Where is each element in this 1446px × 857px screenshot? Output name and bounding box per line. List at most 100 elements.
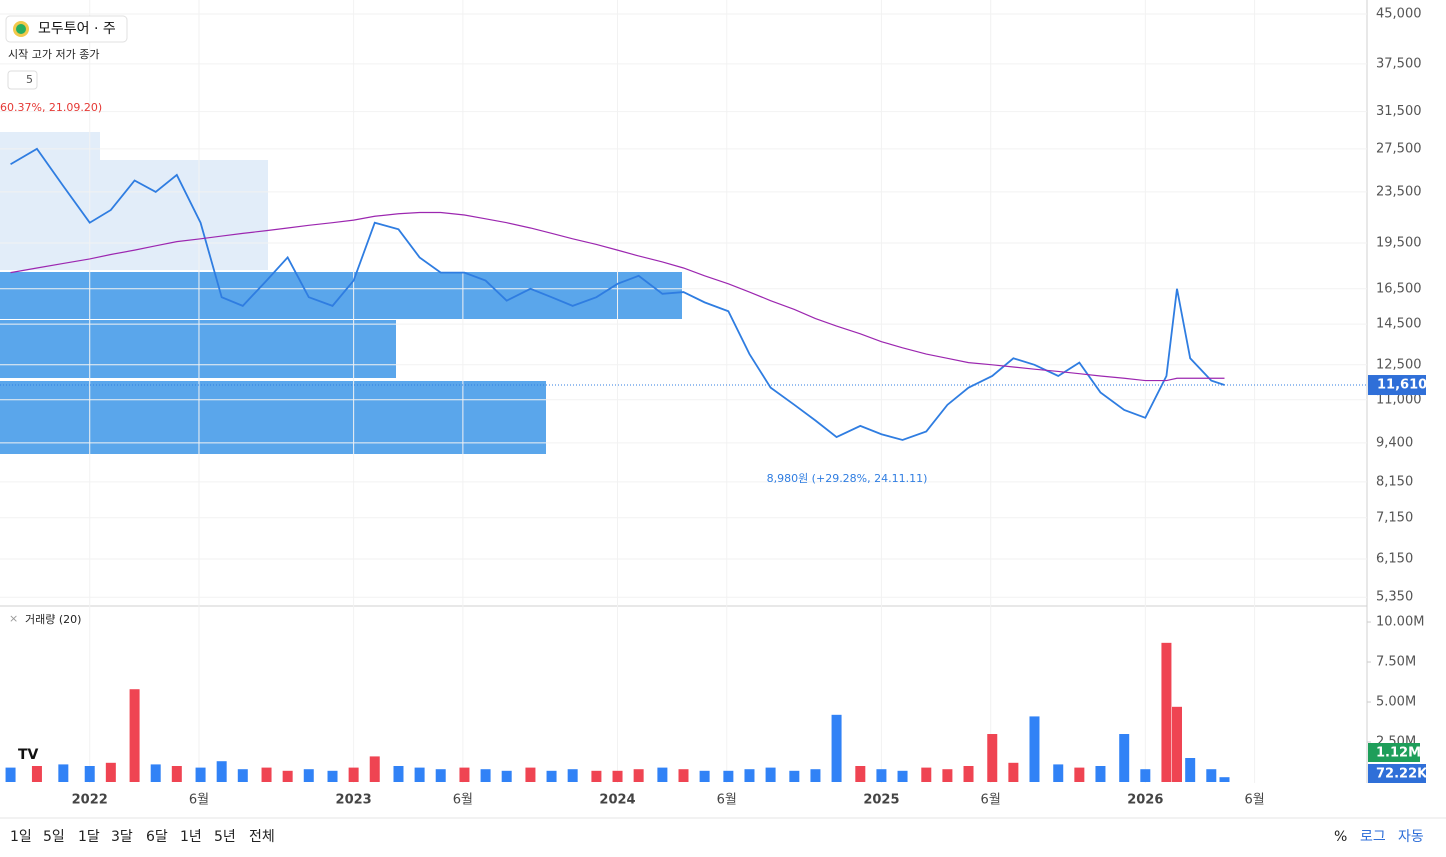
price-line: [10, 147, 1225, 441]
volume-legend: 거래량 (20): [25, 613, 81, 626]
volume-bar: [678, 769, 689, 782]
volume-profile: [0, 132, 100, 270]
range-button[interactable]: 1달: [78, 829, 100, 845]
volume-bar: [897, 770, 908, 782]
y-tick-label: 45,000: [1376, 6, 1422, 21]
volume-bar: [831, 714, 842, 782]
volume-bar: [855, 766, 866, 782]
y-tick-label: 14,500: [1376, 317, 1422, 332]
x-tick-label: 2023: [336, 793, 372, 808]
volume-bar: [303, 769, 314, 782]
volume-profile: [0, 320, 396, 378]
range-button[interactable]: 5년: [214, 829, 236, 845]
logo: [10, 744, 46, 766]
volume-bar: [699, 770, 710, 782]
volume-bar: [525, 767, 536, 782]
ohlc-legend: 시작 고가 저가 종가: [8, 48, 99, 61]
range-button[interactable]: 전체: [249, 829, 275, 845]
volume-bar: [1074, 767, 1085, 782]
volume-bar: [348, 767, 359, 782]
volume-bar: [31, 766, 42, 782]
collapse-button[interactable]: [7, 70, 38, 90]
y-tick-label: 5.00M: [1376, 695, 1416, 710]
volume-bar: [591, 770, 602, 782]
price-line: [10, 211, 1225, 382]
last-price-label: 11,610: [1377, 378, 1427, 393]
volume-bar: [1053, 764, 1064, 782]
last-volume-box: [1368, 764, 1426, 783]
range-button[interactable]: 5일: [43, 829, 65, 845]
volume-bar: [105, 762, 116, 782]
volume-profile: [100, 160, 268, 270]
x-tick-label: 2026: [1127, 793, 1163, 808]
y-tick-label: 37,500: [1376, 56, 1422, 71]
x-tick-label: 2025: [863, 793, 899, 808]
symbol-box[interactable]: [5, 15, 128, 43]
volume-ma-box: [1368, 743, 1420, 762]
volume-bar: [1008, 762, 1019, 782]
annotation: 60.37%, 21.09.20): [0, 101, 102, 114]
volume-bar: [216, 761, 227, 782]
volume-bar: [567, 769, 578, 782]
volume-bar: [1185, 758, 1196, 782]
range-button[interactable]: 1일: [10, 829, 32, 845]
y-tick-label: 5,350: [1376, 590, 1413, 605]
range-button[interactable]: 3달: [111, 829, 133, 845]
volume-bar: [744, 769, 755, 782]
volume-bar: [282, 770, 293, 782]
y-tick-label: 9,400: [1376, 435, 1413, 450]
toolbar: 1일 5일 1달 3달 6달 1년 5년 전체% 로그 자동: [10, 829, 1424, 845]
x-tick-label: 6월: [981, 793, 1001, 808]
volume-bar: [723, 770, 734, 782]
symbol-icon: [16, 24, 26, 34]
volume-bar: [237, 769, 248, 782]
volume-bar: [942, 769, 953, 782]
x-tick-label: 2024: [599, 793, 635, 808]
y-tick-label: 31,500: [1376, 104, 1422, 119]
volume-bar: [58, 764, 69, 782]
volume-bar: [546, 770, 557, 782]
collapse-count: 5: [26, 73, 33, 86]
volume-bar: [480, 769, 491, 782]
y-tick-label: 7.50M: [1376, 655, 1416, 670]
volume-bar: [1171, 706, 1182, 782]
option-button[interactable]: 로그: [1360, 829, 1386, 845]
volume-bar: [1029, 716, 1040, 782]
y-tick-label: 7,150: [1376, 510, 1413, 525]
volume-bar: [633, 769, 644, 782]
range-button[interactable]: 6달: [146, 829, 168, 845]
y-tick-label: 23,500: [1376, 184, 1422, 199]
y-tick-label: 27,500: [1376, 141, 1422, 156]
annotation: 8,980원 (+29.28%, 24.11.11): [767, 472, 928, 485]
volume-bar: [195, 767, 206, 782]
y-tick-label: 19,500: [1376, 236, 1422, 251]
volume-bar: [393, 766, 404, 782]
volume-bar: [1206, 769, 1217, 782]
volume-bar: [150, 764, 161, 782]
volume-bar: [876, 769, 887, 782]
range-button[interactable]: 1년: [180, 829, 202, 845]
volume-bar: [765, 767, 776, 782]
volume-bar: [612, 770, 623, 782]
close-icon[interactable]: ×: [9, 612, 18, 625]
volume-bar: [84, 766, 95, 782]
volume-ma-label: 1.12M: [1376, 746, 1421, 761]
option-button[interactable]: %: [1334, 829, 1347, 845]
volume-bar: [261, 767, 272, 782]
volume-bar: [1219, 777, 1230, 782]
volume-bar: [987, 734, 998, 782]
volume-bar: [171, 766, 182, 782]
symbol: 모두투어 · 주: [38, 21, 116, 37]
volume-bar: [414, 767, 425, 782]
volume-bar: [129, 689, 140, 782]
volume-bar: [1140, 769, 1151, 782]
volume-bar: [1119, 734, 1130, 782]
y-tick-label: 10.00M: [1376, 615, 1424, 630]
volume-bar: [327, 770, 338, 782]
volume-bar: [657, 767, 668, 782]
option-button[interactable]: 자동: [1398, 829, 1424, 845]
volume-bar: [1161, 642, 1172, 782]
y-tick-label: 12,500: [1376, 357, 1422, 372]
last-volume-label: 72.22K: [1376, 767, 1428, 782]
